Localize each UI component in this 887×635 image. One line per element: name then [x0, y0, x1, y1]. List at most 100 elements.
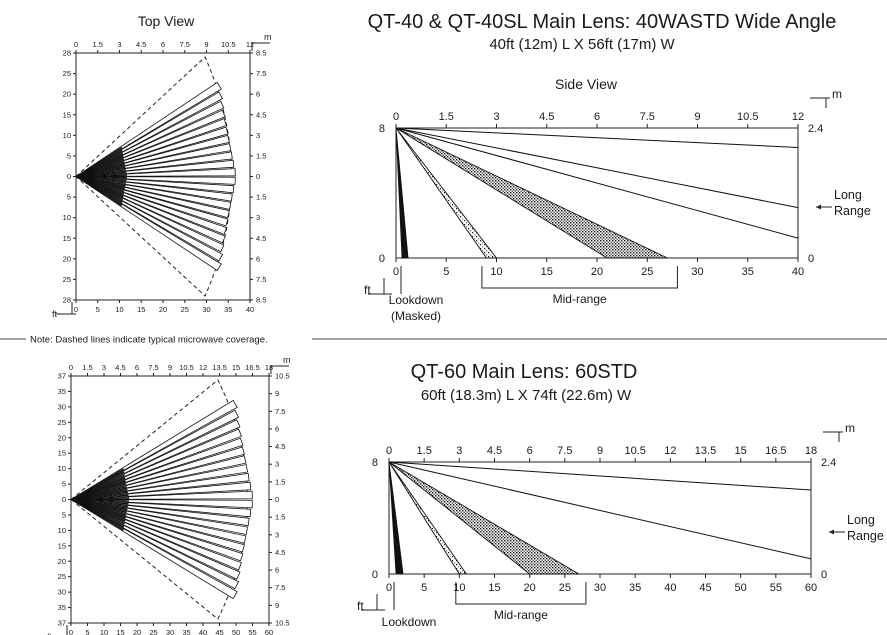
- long-range-ray-upper: [395, 127, 799, 148]
- y-m-tick-label: 9: [275, 601, 279, 610]
- x-ft-tick-label: 10: [490, 266, 502, 278]
- detection-beam: [75, 176, 229, 227]
- long-range-label-line2: Range: [847, 529, 884, 543]
- short-range-stub: [76, 169, 126, 177]
- detection-beam: [75, 176, 228, 235]
- x-m-tick-label: 9: [597, 445, 603, 457]
- x-m-tick-label: 4.5: [115, 363, 125, 372]
- short-range-stub: [76, 163, 125, 177]
- short-range-stub: [76, 149, 123, 177]
- long-range-ray-lower: [395, 127, 799, 239]
- y-ft-tick-label: 25: [58, 418, 66, 427]
- detection-beam: [75, 143, 232, 177]
- detection-beam: [75, 126, 229, 177]
- x-ft-tick-label: 5: [443, 266, 449, 278]
- y-ft-tick-label: 10: [63, 213, 71, 222]
- lookdown-label: Lookdown: [382, 615, 437, 629]
- mid-range-zone-outer: [388, 461, 581, 575]
- top-section: Top View QT-40 & QT-40SL Main Lens: 40WA…: [52, 11, 871, 323]
- lookdown-zone: [388, 461, 404, 575]
- x-m-tick-label: 18: [265, 363, 273, 372]
- x-ft-tick-label: 15: [541, 266, 553, 278]
- y-ft-tick-label: 5: [62, 510, 66, 519]
- detection-beam: [75, 109, 226, 177]
- short-range-stub: [71, 480, 126, 500]
- long-range-arrow-head: [829, 529, 834, 535]
- bottom-section: QT-60 Main Lens: 60STD 60ft (18.3m) L X …: [47, 355, 884, 635]
- detection-beam: [75, 176, 232, 210]
- x-m-tick-label: 4.5: [539, 111, 554, 123]
- y-ft-tick-label: 15: [63, 234, 71, 243]
- y-m-tick-label: 0: [256, 172, 260, 181]
- y-m-tick-label: 4.5: [275, 548, 285, 557]
- x-ft-tick-label: 0: [74, 305, 78, 314]
- y-m-tick-label: 4.5: [275, 442, 285, 451]
- detection-beam: [75, 159, 235, 177]
- lookdown-sub-label: (Masked): [391, 309, 441, 323]
- mid-range-zone-outer: [395, 127, 668, 259]
- x-m-tick-label: 0: [393, 111, 399, 123]
- y-ft-tick-label: 10: [58, 464, 66, 473]
- microwave-coverage-outline: [70, 379, 248, 620]
- detection-beam: [70, 499, 242, 571]
- height-m-label: 2.4: [821, 457, 836, 469]
- y-m-tick-label: 6: [256, 90, 260, 99]
- long-range-label-line1: Long: [847, 513, 875, 527]
- y-ft-tick-label: 0: [67, 172, 71, 181]
- short-range-stub: [76, 158, 125, 177]
- x-m-tick-label: 4.5: [136, 40, 146, 49]
- y-ft-tick-label: 10: [58, 526, 66, 535]
- long-range-label-line1: Long: [834, 188, 862, 202]
- detection-beam: [75, 176, 226, 244]
- bottom-subtitle: 60ft (18.3m) L X 74ft (22.6m) W: [421, 387, 632, 404]
- mid-range-label: Mid-range: [494, 608, 548, 622]
- y-m-tick-label: 3: [256, 213, 260, 222]
- x-ft-tick-label: 35: [182, 628, 190, 635]
- x-m-tick-label: 7.5: [557, 445, 572, 457]
- x-ft-tick-label: 40: [246, 305, 254, 314]
- x-ft-tick-label: 15: [116, 628, 124, 635]
- x-m-tick-label: 12: [246, 40, 254, 49]
- x-m-tick-label: 3: [456, 445, 462, 457]
- long-range-ray-lower: [388, 461, 812, 560]
- x-ft-tick-label: 10: [453, 582, 465, 594]
- x-m-tick-label: 7.5: [640, 111, 655, 123]
- x-ft-tick-label: 40: [199, 628, 207, 635]
- height-ft-label: 8: [379, 123, 385, 135]
- x-m-tick-label: 16.5: [245, 363, 260, 372]
- y-ft-tick-label: 25: [63, 69, 71, 78]
- x-m-tick-label: 3: [102, 363, 106, 372]
- detection-beam: [75, 176, 230, 219]
- x-m-tick-label: 9: [168, 363, 172, 372]
- detection-beam: [70, 437, 244, 500]
- long-range-arrow-head: [816, 204, 821, 210]
- x-m-tick-label: 6: [135, 363, 139, 372]
- x-ft-tick-label: 60: [805, 582, 817, 594]
- y-ft-tick-label: 0: [62, 495, 66, 504]
- x-ft-tick-label: 55: [248, 628, 256, 635]
- x-ft-tick-label: 30: [594, 582, 606, 594]
- x-m-tick-label: 6: [161, 40, 165, 49]
- x-m-tick-label: 9: [204, 40, 208, 49]
- long-range-ray-middle: [395, 127, 799, 209]
- x-m-tick-label: 13.5: [212, 363, 227, 372]
- y-m-tick-label: 3: [256, 131, 260, 140]
- x-ft-tick-label: 5: [96, 305, 100, 314]
- x-ft-tick-label: 30: [691, 266, 703, 278]
- x-ft-tick-label: 45: [215, 628, 223, 635]
- x-m-tick-label: 12: [664, 445, 676, 457]
- y-ft-tick-label: 25: [63, 275, 71, 284]
- mid-range-zone-inner: [395, 127, 498, 259]
- x-ft-tick-label: 30: [166, 628, 174, 635]
- x-ft-tick-label: 40: [664, 582, 676, 594]
- x-ft-tick-label: 50: [232, 628, 240, 635]
- short-range-stub: [71, 488, 128, 500]
- y-ft-tick-label: 5: [67, 193, 71, 202]
- x-ft-tick-label: 45: [699, 582, 711, 594]
- x-ft-tick-label: 15: [488, 582, 500, 594]
- lookdown-label: Lookdown: [389, 293, 444, 307]
- x-ft-tick-label: 25: [149, 628, 157, 635]
- y-ft-tick-label: 15: [58, 541, 66, 550]
- short-range-stub: [71, 491, 128, 500]
- x-m-tick-label: 6: [594, 111, 600, 123]
